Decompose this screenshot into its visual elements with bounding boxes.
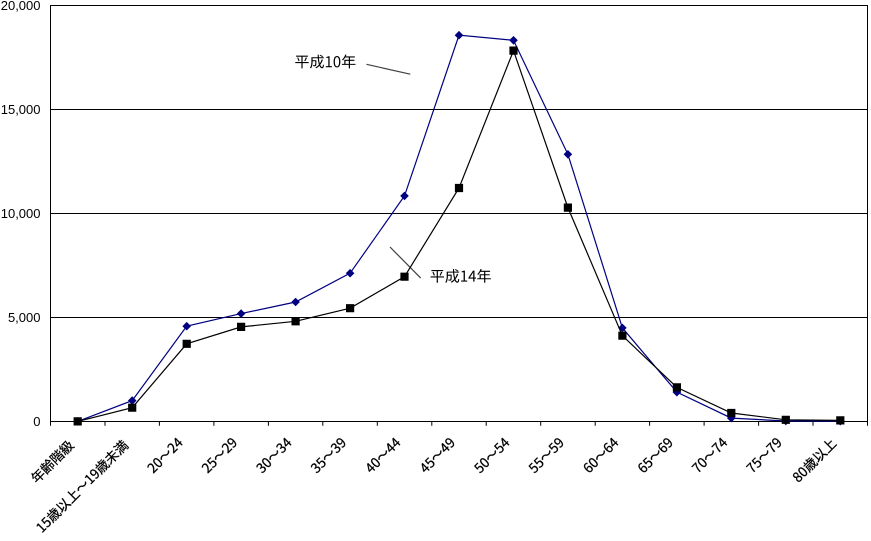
svg-text:5,000: 5,000	[8, 310, 41, 325]
svg-text:0: 0	[33, 414, 40, 429]
svg-text:10,000: 10,000	[1, 206, 41, 221]
svg-text:20,000: 20,000	[1, 0, 41, 13]
svg-text:15,000: 15,000	[1, 102, 41, 117]
